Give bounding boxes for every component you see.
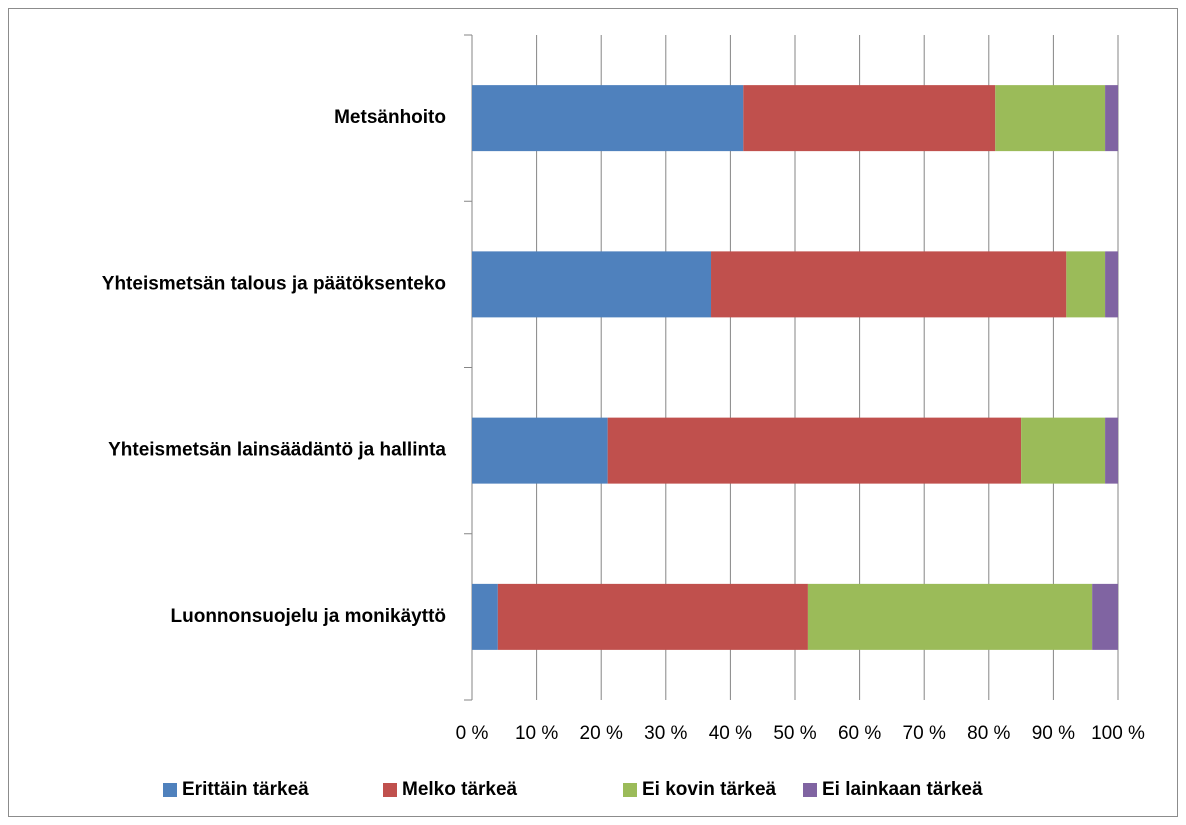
x-tick-label: 90 % — [1032, 723, 1075, 744]
legend-label: Erittäin tärkeä — [182, 779, 309, 800]
bar-segment — [995, 85, 1106, 152]
bar-segment — [472, 85, 744, 152]
x-tick-label: 20 % — [580, 723, 623, 744]
bar-segment — [1092, 583, 1118, 650]
bar-segment — [1105, 251, 1118, 318]
x-tick-label: 40 % — [709, 723, 752, 744]
x-tick-label: 50 % — [773, 723, 816, 744]
legend-label: Ei kovin tärkeä — [642, 779, 777, 800]
y-tick-label: Yhteismetsän lainsäädäntö ja hallinta — [108, 440, 446, 461]
x-tick-label: 60 % — [838, 723, 881, 744]
bar-segment — [807, 583, 1093, 650]
bar-segment — [711, 251, 1067, 318]
legend-swatch — [623, 783, 637, 797]
legend-label: Melko tärkeä — [402, 779, 518, 800]
bar-segment — [472, 583, 498, 650]
x-tick-label: 80 % — [967, 723, 1010, 744]
legend-label: Ei lainkaan tärkeä — [822, 779, 983, 800]
x-tick-label: 0 % — [456, 723, 489, 744]
bar-segment — [1066, 251, 1106, 318]
bar-segment — [497, 583, 808, 650]
legend-swatch — [383, 783, 397, 797]
bar-segment — [472, 417, 608, 484]
legend-swatch — [803, 783, 817, 797]
y-tick-label: Metsänhoito — [334, 107, 446, 128]
bar-segment — [607, 417, 1022, 484]
legend-swatch — [163, 783, 177, 797]
bar-segment — [1105, 85, 1118, 152]
x-tick-label: 100 % — [1091, 723, 1145, 744]
bar-segment — [743, 85, 996, 152]
x-tick-label: 10 % — [515, 723, 558, 744]
x-tick-label: 70 % — [903, 723, 946, 744]
bar-segment — [1105, 417, 1118, 484]
y-tick-label: Yhteismetsän talous ja päätöksenteko — [102, 273, 446, 294]
x-tick-label: 30 % — [644, 723, 687, 744]
bar-segment — [472, 251, 712, 318]
y-tick-label: Luonnonsuojelu ja monikäyttö — [171, 606, 447, 627]
bar-segment — [1021, 417, 1106, 484]
